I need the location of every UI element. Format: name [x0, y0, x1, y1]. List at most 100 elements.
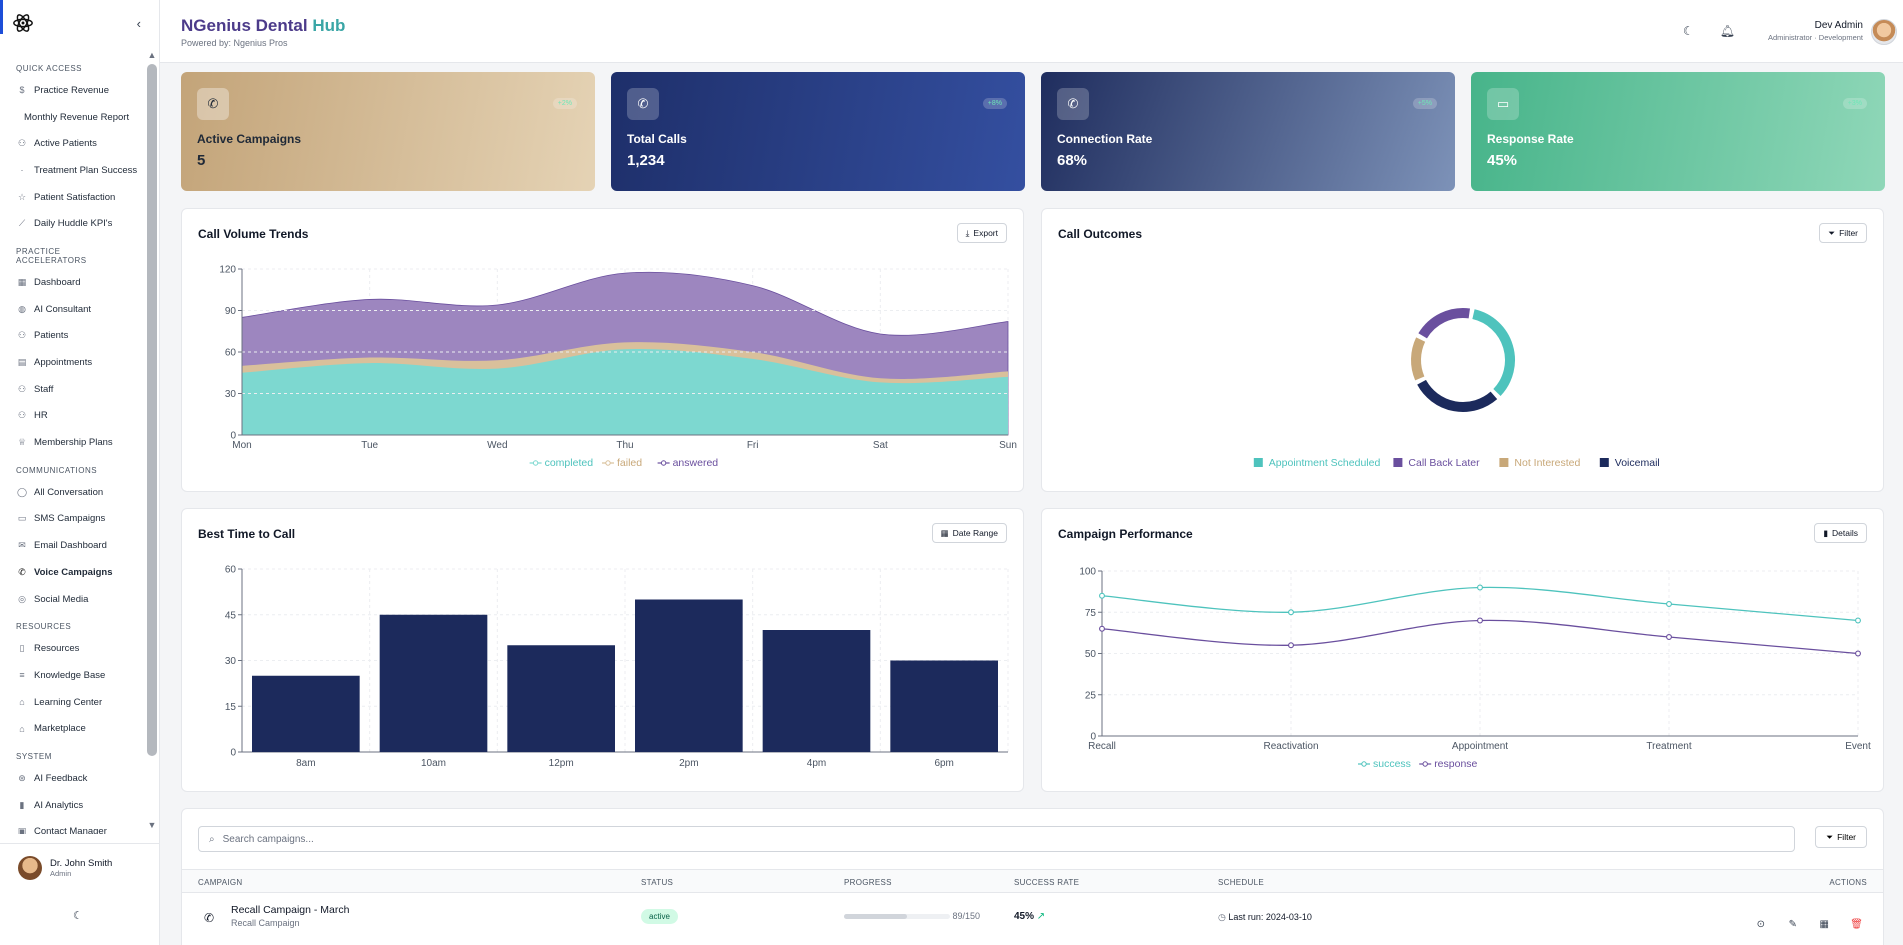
- message-icon: ▭: [17, 513, 27, 524]
- bell-icon[interactable]: 🔔︎: [1719, 24, 1735, 38]
- trending-up-icon: ↗: [1036, 911, 1046, 922]
- x-tick-label: Mon: [232, 440, 251, 451]
- stat-value: 68%: [1057, 152, 1088, 169]
- stat-value: 5: [197, 152, 206, 169]
- sidebar-item-daily-huddle-kpi-s[interactable]: ⟋ Daily Huddle KPI's: [0, 210, 146, 237]
- col-progress[interactable]: PROGRESS: [844, 878, 892, 887]
- sidebar-item-email-dashboard[interactable]: ✉ Email Dashboard: [0, 532, 146, 559]
- stat-badge: +8%: [982, 98, 1007, 109]
- sidebar-item-hr[interactable]: ⚇ HR: [0, 403, 146, 430]
- moon-icon[interactable]: ☾: [1683, 24, 1694, 38]
- sidebar-item-sms-campaigns[interactable]: ▭ SMS Campaigns: [0, 506, 146, 533]
- header-user[interactable]: Dev Admin Administrator · Development: [1768, 20, 1863, 42]
- scroll-down-icon[interactable]: ▼: [147, 820, 157, 830]
- sidebar-item-knowledge-base[interactable]: ≡ Knowledge Base: [0, 662, 146, 689]
- sidebar-user-row[interactable]: Dr. John Smith Admin: [0, 844, 159, 892]
- sidebar-item-monthly-revenue-report[interactable]: Monthly Revenue Report: [0, 104, 146, 131]
- pause-icon[interactable]: ⊙: [1756, 919, 1765, 930]
- donut-slice-appointment-scheduled: [1472, 309, 1515, 396]
- stat-badge: +3%: [1842, 98, 1867, 109]
- date-range-label: Date Range: [952, 528, 998, 538]
- table-filter-button[interactable]: ⏷ Filter: [1815, 826, 1867, 848]
- col-schedule[interactable]: SCHEDULE: [1218, 878, 1264, 887]
- trash-icon[interactable]: 🗑︎: [1850, 919, 1863, 930]
- legend-swatch-dot: [1422, 761, 1428, 767]
- search-input-wrapper[interactable]: ⌕ Search campaigns...: [198, 826, 1795, 852]
- sidebar-item-treatment-plan-success[interactable]: · Treatment Plan Success: [0, 157, 146, 184]
- panel-title: Call Outcomes: [1058, 227, 1143, 241]
- sidebar-item-patients[interactable]: ⚇ Patients: [0, 323, 146, 350]
- point-success-appointment: [1477, 584, 1483, 591]
- sidebar-item-active-patients[interactable]: ⚇ Active Patients: [0, 130, 146, 157]
- phone-icon: ✆: [204, 911, 215, 925]
- point-response-recall: [1099, 625, 1105, 632]
- scroll-up-icon[interactable]: ▲: [147, 50, 157, 60]
- legend-swatch-dot: [1361, 761, 1367, 767]
- sidebar-item-ai-consultant[interactable]: ◍ AI Consultant: [0, 296, 146, 323]
- sidebar-item-dashboard[interactable]: ▦ Dashboard: [0, 269, 146, 296]
- moon-icon[interactable]: ☾: [73, 910, 83, 922]
- x-tick-label: 12pm: [549, 758, 574, 769]
- x-tick-label: 6pm: [934, 758, 953, 769]
- sidebar-item-label: Daily Huddle KPI's: [34, 218, 113, 230]
- users-icon: ⚇: [17, 138, 27, 149]
- sidebar-item-patient-satisfaction[interactable]: ☆ Patient Satisfaction: [0, 184, 146, 211]
- area-series-completed: [242, 348, 1008, 435]
- sidebar-section-title: RESOURCES: [16, 622, 72, 632]
- sidebar-item-ai-feedback[interactable]: ⊛ AI Feedback: [0, 765, 146, 792]
- calendar-icon[interactable]: ▦: [1819, 919, 1829, 930]
- table-row[interactable]: ✆ Recall Campaign - March Recall Campaig…: [182, 893, 1883, 943]
- sidebar-item-resources[interactable]: ▯ Resources: [0, 635, 146, 662]
- legend-label: Not Interested: [1514, 457, 1580, 469]
- sidebar-item-all-conversation[interactable]: ◯ All Conversation: [0, 479, 146, 506]
- sidebar-item-label: AI Feedback: [34, 772, 88, 784]
- sidebar-item-contact-manager[interactable]: ▣ Contact Manager: [0, 819, 146, 834]
- sidebar-item-staff[interactable]: ⚇ Staff: [0, 376, 146, 403]
- search-input[interactable]: Search campaigns...: [222, 833, 314, 845]
- success-cell: 45% ↗: [1014, 911, 1045, 922]
- bar-8am: [252, 675, 360, 752]
- y-tick-label: 0: [1090, 732, 1096, 743]
- filter-icon: ⏷: [1826, 831, 1834, 842]
- legend-label: failed: [617, 457, 642, 469]
- sidebar-item-marketplace[interactable]: ⌂ Marketplace: [0, 715, 146, 742]
- export-button[interactable]: ⤓ Export: [956, 223, 1007, 243]
- sidebar-item-label: Dashboard: [34, 276, 81, 288]
- stat-label: Connection Rate: [1057, 132, 1153, 146]
- point-response-appointment: [1477, 617, 1483, 624]
- atom-logo-icon[interactable]: [12, 12, 34, 34]
- sidebar-item-membership-plans[interactable]: ♕ Membership Plans: [0, 429, 146, 456]
- sidebar-header: ‹: [0, 0, 159, 46]
- stat-label: Response Rate: [1487, 132, 1574, 146]
- details-button[interactable]: ▮ Details: [1814, 523, 1867, 543]
- filter-button[interactable]: ⏷ Filter: [1819, 223, 1867, 243]
- y-tick-label: 50: [1085, 649, 1097, 660]
- collapse-sidebar-icon[interactable]: ‹: [136, 15, 141, 31]
- sidebar-item-learning-center[interactable]: ⌂ Learning Center: [0, 689, 146, 716]
- x-tick-label: Thu: [616, 440, 633, 451]
- sidebar-scroll-thumb[interactable]: [147, 64, 157, 756]
- filter-icon: ⏷: [1828, 227, 1836, 238]
- col-success-rate[interactable]: SUCCESS RATE: [1014, 878, 1080, 887]
- avatar[interactable]: [1871, 19, 1897, 45]
- sidebar-item-ai-analytics[interactable]: ▮ AI Analytics: [0, 792, 146, 819]
- edit-icon[interactable]: ✎: [1788, 919, 1797, 930]
- top-header: NGenius Dental Hub Powered by: Ngenius P…: [160, 0, 1903, 63]
- sidebar-item-practice-revenue[interactable]: $ Practice Revenue: [0, 77, 146, 104]
- x-tick-label: Tue: [361, 440, 378, 451]
- legend-swatch-dot: [532, 460, 539, 466]
- download-icon: ⤓: [965, 227, 970, 238]
- star-icon: ☆: [17, 191, 27, 202]
- col-status[interactable]: STATUS: [641, 878, 674, 887]
- sidebar-item-social-media[interactable]: ◎ Social Media: [0, 586, 146, 613]
- campaign-name[interactable]: Recall Campaign - March: [231, 904, 350, 916]
- legend-swatch-dot: [660, 460, 667, 466]
- globe-icon: ◎: [18, 593, 26, 604]
- col-campaign[interactable]: CAMPAIGN: [198, 878, 243, 887]
- sidebar-section-title: PRACTICE ACCELERATORS: [16, 247, 87, 266]
- sidebar-item-label: Patients: [34, 330, 69, 342]
- sidebar-item-appointments[interactable]: ▤ Appointments: [0, 349, 146, 376]
- sidebar-item-label: Membership Plans: [34, 437, 113, 449]
- date-range-button[interactable]: ▦ Date Range: [931, 523, 1007, 543]
- sidebar-item-voice-campaigns[interactable]: ✆ Voice Campaigns: [0, 559, 146, 586]
